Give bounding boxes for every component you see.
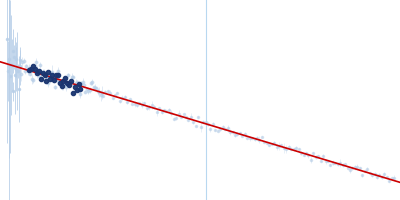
Point <box>54 73 61 76</box>
Point <box>53 73 59 77</box>
Point <box>72 85 78 88</box>
Point <box>43 80 50 83</box>
Point <box>26 69 33 72</box>
Point <box>32 67 38 70</box>
Point <box>40 71 46 75</box>
Point <box>30 65 36 68</box>
Point <box>51 78 57 81</box>
Point <box>64 82 70 85</box>
Point <box>62 77 68 80</box>
Point <box>38 77 44 81</box>
Point <box>66 83 72 86</box>
Point <box>58 84 65 87</box>
Point <box>60 80 66 83</box>
Point <box>36 69 42 72</box>
Point <box>56 81 63 84</box>
Point <box>75 83 82 86</box>
Point <box>74 88 80 91</box>
Point <box>68 80 74 83</box>
Point <box>77 87 84 90</box>
Point <box>47 78 53 81</box>
Point <box>28 68 34 71</box>
Point <box>45 70 52 73</box>
Point <box>41 73 48 76</box>
Point <box>49 73 55 77</box>
Point <box>70 92 76 95</box>
Point <box>34 72 40 75</box>
